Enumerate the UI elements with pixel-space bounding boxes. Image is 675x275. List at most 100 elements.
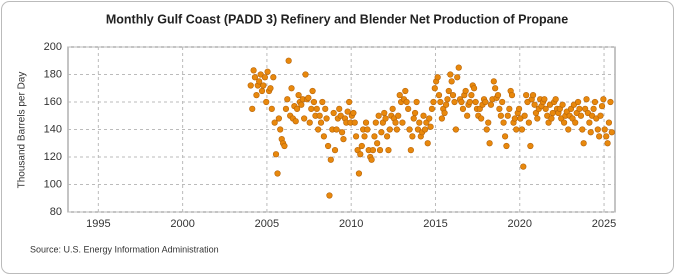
data-point — [344, 108, 351, 115]
data-point — [542, 105, 549, 112]
data-point — [357, 151, 364, 158]
data-point — [361, 133, 368, 140]
data-point — [416, 119, 423, 126]
data-point — [452, 126, 459, 133]
x-tick-label: 2000 — [170, 218, 194, 230]
data-point — [513, 126, 520, 133]
data-point — [468, 92, 475, 99]
data-point — [267, 85, 274, 92]
data-point — [405, 105, 412, 112]
data-point — [527, 142, 534, 150]
data-point — [455, 64, 462, 71]
data-point — [350, 109, 357, 117]
data-point — [293, 105, 301, 112]
data-point — [374, 140, 381, 147]
x-tick-label: 2020 — [508, 218, 532, 230]
data-point — [462, 87, 469, 95]
data-point — [525, 119, 532, 126]
data-point — [407, 147, 414, 154]
data-point — [604, 140, 611, 147]
data-point — [482, 98, 489, 106]
data-point — [483, 126, 490, 133]
data-point — [268, 105, 275, 112]
data-point — [351, 119, 358, 126]
data-point — [393, 126, 400, 133]
data-point — [247, 82, 254, 89]
data-point — [515, 105, 523, 112]
data-point — [441, 109, 448, 117]
data-point — [454, 74, 461, 81]
data-point — [608, 129, 615, 136]
data-point — [272, 151, 280, 158]
data-point — [410, 115, 417, 122]
data-point — [385, 147, 392, 154]
data-point — [320, 133, 327, 140]
data-point — [369, 147, 377, 154]
data-point — [249, 105, 256, 112]
data-point — [298, 101, 305, 108]
data-point — [251, 74, 259, 81]
data-point — [478, 115, 485, 122]
data-point — [340, 136, 347, 143]
data-point — [317, 119, 325, 126]
data-point — [270, 74, 277, 81]
data-point — [603, 133, 610, 140]
data-point — [607, 98, 614, 106]
data-point — [411, 109, 419, 117]
y-tick-label: 200 — [44, 41, 62, 53]
data-point — [427, 123, 434, 130]
data-point — [264, 68, 271, 75]
data-point — [549, 109, 556, 117]
data-point — [559, 101, 566, 108]
data-point — [459, 105, 467, 112]
data-point — [322, 105, 329, 112]
data-point — [497, 112, 504, 119]
data-point — [434, 74, 441, 81]
data-point — [250, 67, 257, 74]
data-point — [424, 140, 431, 147]
data-point — [435, 92, 443, 99]
data-point — [282, 105, 290, 112]
data-point — [597, 112, 604, 119]
data-point — [590, 105, 597, 112]
data-point — [445, 87, 452, 95]
data-point — [442, 101, 450, 108]
data-point — [521, 112, 528, 119]
data-point — [523, 92, 530, 99]
data-point — [327, 156, 334, 163]
data-point — [310, 98, 318, 106]
data-point — [451, 98, 458, 106]
data-point — [503, 142, 510, 150]
data-point — [319, 98, 326, 106]
data-point — [428, 105, 436, 112]
data-point — [437, 98, 444, 106]
data-point — [285, 57, 292, 64]
data-point — [382, 115, 389, 122]
data-point — [541, 96, 548, 103]
data-point — [485, 119, 492, 126]
data-point — [323, 115, 330, 122]
data-point — [292, 118, 299, 125]
data-point — [402, 87, 409, 95]
data-point — [447, 71, 454, 78]
data-point — [494, 92, 502, 99]
data-point — [504, 112, 511, 119]
data-point — [331, 147, 339, 154]
data-point — [406, 126, 413, 133]
data-point — [421, 126, 429, 133]
data-point — [413, 98, 420, 106]
data-point — [330, 109, 337, 117]
data-point — [338, 129, 346, 136]
data-point — [346, 98, 353, 106]
data-point — [336, 105, 343, 112]
x-tick-label: 2005 — [255, 218, 279, 230]
data-point — [368, 156, 375, 163]
data-point — [605, 119, 613, 126]
data-point — [295, 92, 302, 99]
data-point — [324, 142, 332, 150]
data-point — [316, 112, 323, 119]
data-point — [444, 96, 451, 103]
data-point — [301, 115, 308, 122]
data-point — [263, 98, 270, 106]
